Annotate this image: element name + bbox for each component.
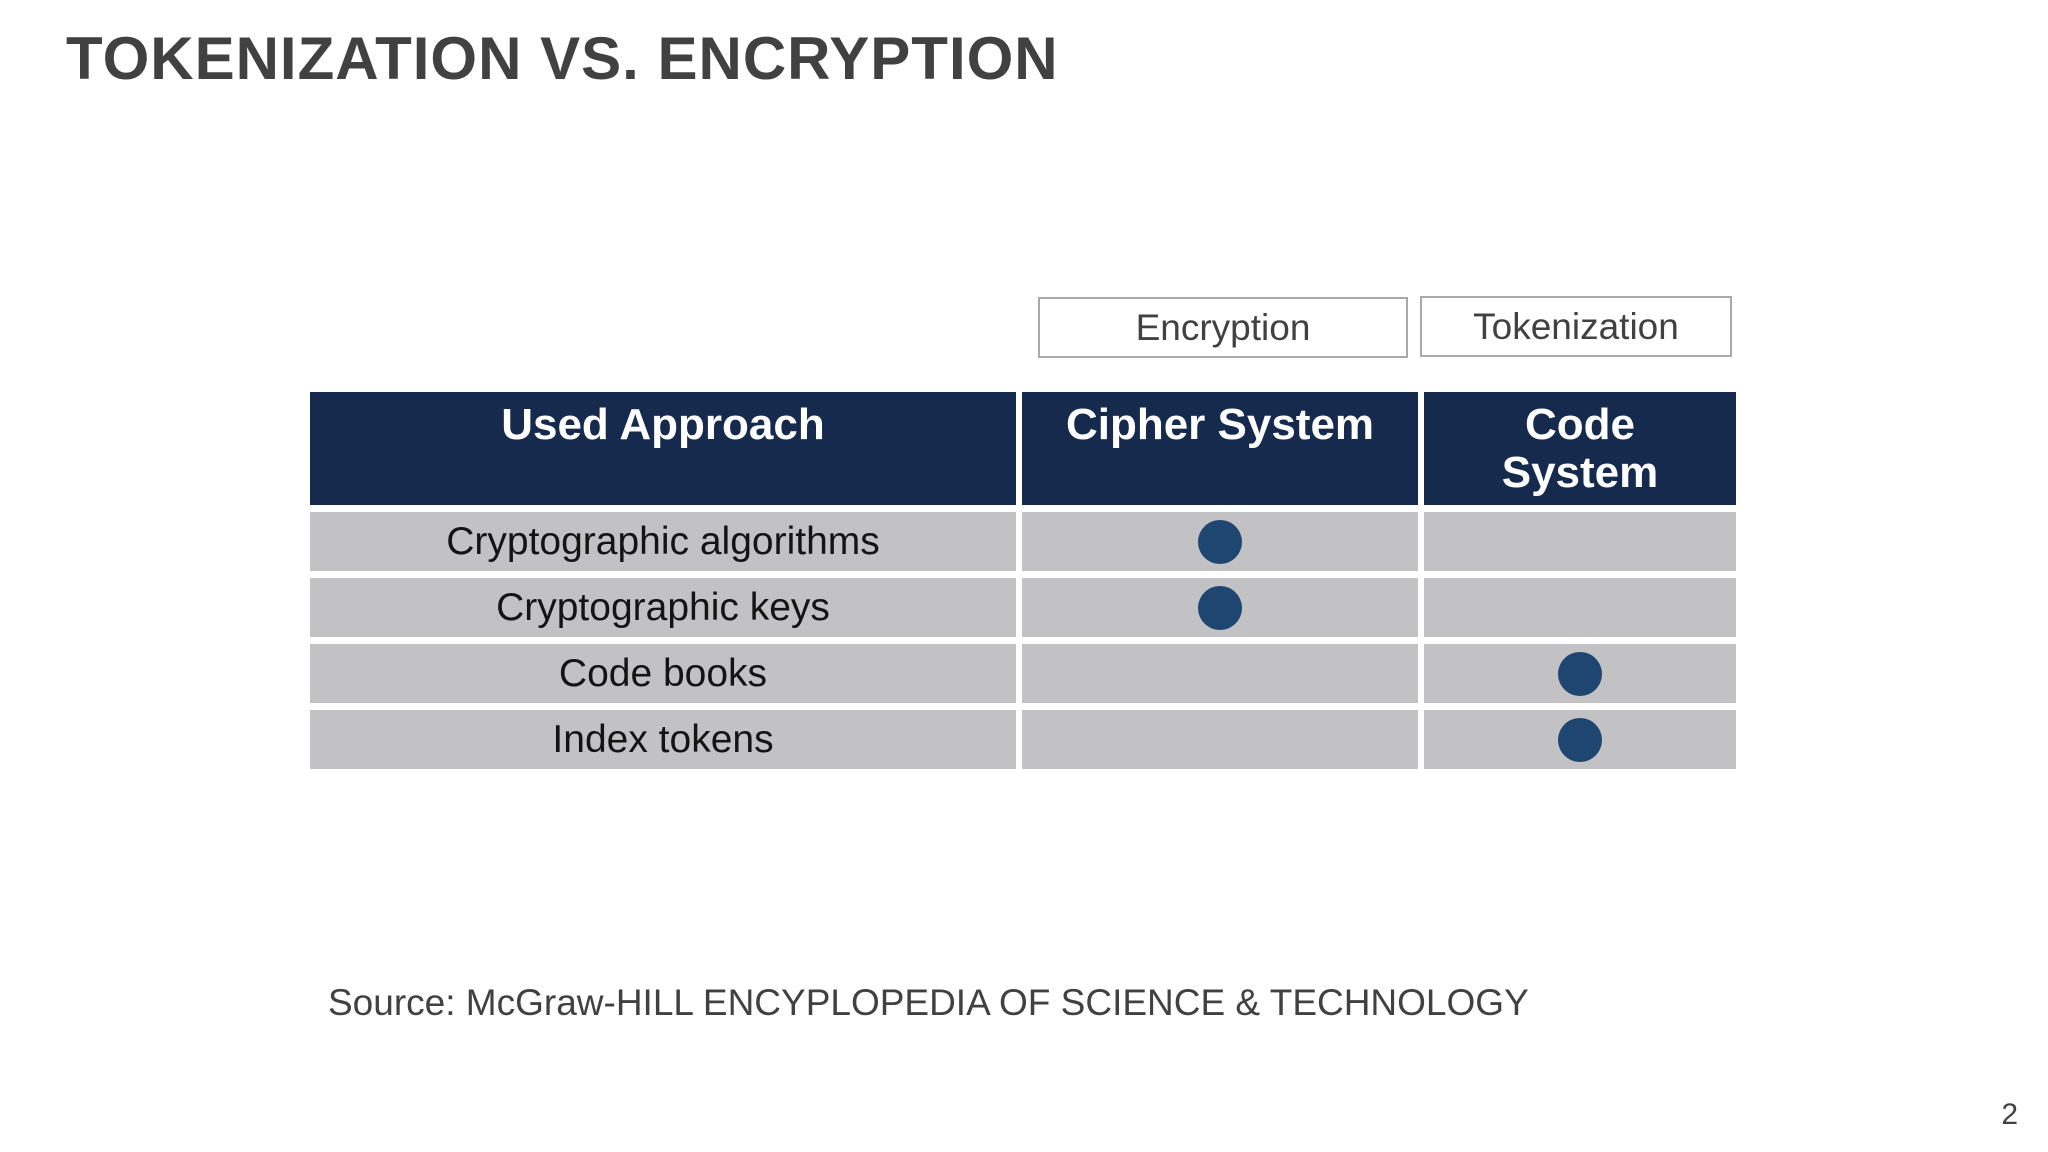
approach-cell: Code books (310, 644, 1016, 703)
column-header-label: Cipher System (1065, 400, 1375, 449)
tokenization-label: Tokenization (1473, 305, 1679, 347)
filled-dot-icon (1198, 585, 1242, 630)
code-system-cell (1424, 578, 1736, 637)
code-system-cell (1424, 710, 1736, 769)
column-header-cipher-system: Cipher System (1022, 392, 1418, 505)
cipher-system-cell (1022, 710, 1418, 769)
code-system-cell (1424, 512, 1736, 571)
page-title: TOKENIZATION VS. ENCRYPTION (66, 25, 1059, 92)
column-header-code-system: Code System (1424, 392, 1736, 505)
filled-dot-icon (1198, 519, 1242, 564)
column-header-used-approach: Used Approach (310, 392, 1016, 505)
column-header-label: Used Approach (501, 400, 825, 449)
cipher-system-cell (1022, 644, 1418, 703)
tokenization-label-box: Tokenization (1420, 296, 1732, 357)
encryption-label-box: Encryption (1038, 297, 1408, 358)
approach-cell: Index tokens (310, 710, 1016, 769)
comparison-table: Used Approach Cipher System Code System … (310, 392, 1736, 769)
filled-dot-icon (1558, 651, 1602, 696)
approach-cell: Cryptographic keys (310, 578, 1016, 637)
cipher-system-cell (1022, 512, 1418, 571)
approach-cell: Cryptographic algorithms (310, 512, 1016, 571)
filled-dot-icon (1558, 717, 1602, 762)
source-note: Source: McGraw-HILL ENCYPLOPEDIA OF SCIE… (328, 982, 1529, 1023)
encryption-label: Encryption (1135, 306, 1311, 348)
cipher-system-cell (1022, 578, 1418, 637)
column-header-label: Code System (1501, 400, 1659, 498)
page-number: 2 (2001, 1098, 2018, 1131)
code-system-cell (1424, 644, 1736, 703)
